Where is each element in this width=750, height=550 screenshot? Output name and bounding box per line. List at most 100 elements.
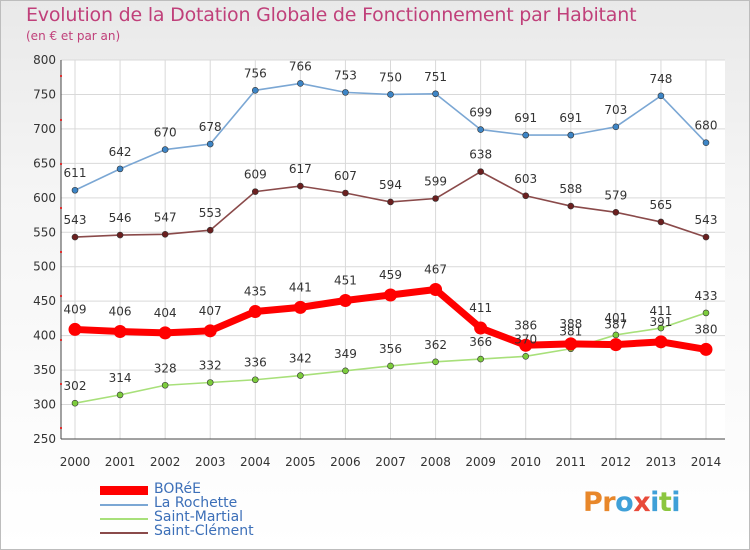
logo-letter: i bbox=[671, 487, 681, 518]
data-point bbox=[654, 335, 668, 349]
data-label: 565 bbox=[649, 198, 672, 212]
legend-swatch bbox=[100, 486, 148, 495]
data-point bbox=[338, 293, 352, 307]
y-tick-label: 500 bbox=[33, 260, 56, 274]
data-point bbox=[161, 231, 169, 238]
y-tick-label: 450 bbox=[33, 294, 56, 308]
data-point bbox=[432, 195, 439, 202]
data-point bbox=[161, 146, 169, 153]
data-label: 609 bbox=[244, 168, 267, 182]
data-label: 391 bbox=[649, 315, 672, 329]
data-label: 599 bbox=[424, 175, 447, 189]
data-point bbox=[293, 300, 307, 314]
y-tick-label: 700 bbox=[33, 122, 56, 136]
data-label: 703 bbox=[604, 103, 627, 117]
data-label: 766 bbox=[289, 59, 312, 73]
data-label: 617 bbox=[289, 162, 312, 176]
legend-swatch bbox=[100, 532, 148, 534]
data-point bbox=[71, 399, 79, 407]
y-tick-label: 800 bbox=[33, 53, 56, 67]
legend-label: BORéE bbox=[154, 481, 201, 497]
data-point bbox=[387, 91, 394, 98]
x-tick-label: 2008 bbox=[420, 455, 451, 469]
x-tick-label: 2014 bbox=[691, 455, 722, 469]
data-point bbox=[203, 324, 217, 338]
x-tick-label: 2013 bbox=[646, 455, 677, 469]
data-point bbox=[612, 123, 620, 131]
data-label: 407 bbox=[199, 304, 222, 318]
data-point bbox=[477, 355, 484, 363]
data-point bbox=[699, 342, 713, 356]
data-label: 435 bbox=[244, 285, 267, 299]
data-label: 349 bbox=[334, 347, 357, 361]
data-point bbox=[522, 192, 530, 200]
y-tick-label: 300 bbox=[33, 398, 56, 412]
data-label: 328 bbox=[154, 361, 177, 375]
data-point bbox=[429, 282, 443, 296]
data-point bbox=[477, 168, 484, 175]
chart-title: Evolution de la Dotation Globale de Fonc… bbox=[26, 4, 637, 26]
data-label: 362 bbox=[424, 338, 447, 352]
data-point bbox=[342, 367, 349, 375]
data-label: 751 bbox=[424, 70, 447, 84]
data-label: 441 bbox=[289, 280, 312, 294]
data-point bbox=[206, 379, 214, 386]
x-tick-label: 2004 bbox=[240, 455, 271, 469]
data-label: 691 bbox=[559, 111, 582, 125]
data-point bbox=[612, 208, 620, 216]
data-point bbox=[116, 391, 124, 399]
data-label: 336 bbox=[244, 356, 267, 370]
data-label: 553 bbox=[199, 206, 222, 220]
data-label: 401 bbox=[604, 311, 627, 325]
data-label: 678 bbox=[199, 120, 222, 134]
data-label: 332 bbox=[199, 358, 222, 372]
logo-letter: i bbox=[650, 487, 659, 518]
logo-letter: o bbox=[615, 487, 634, 518]
data-point bbox=[702, 233, 710, 241]
data-point bbox=[432, 90, 439, 98]
x-tick-label: 2006 bbox=[330, 455, 361, 469]
data-point bbox=[702, 139, 710, 146]
data-label: 451 bbox=[334, 273, 357, 287]
data-point bbox=[522, 131, 530, 139]
data-point bbox=[206, 226, 214, 234]
data-point bbox=[248, 305, 262, 319]
legend-label: Saint-Martial bbox=[154, 509, 244, 525]
data-label: 699 bbox=[469, 106, 492, 120]
y-tick-label: 400 bbox=[33, 329, 56, 343]
legend-label: Saint-Clément bbox=[154, 523, 254, 539]
data-label: 547 bbox=[154, 210, 177, 224]
data-point bbox=[564, 337, 578, 351]
x-tick-label: 2007 bbox=[375, 455, 406, 469]
data-point bbox=[387, 198, 394, 206]
data-point bbox=[68, 322, 82, 336]
x-tick-label: 2001 bbox=[105, 455, 136, 469]
legend-label: La Rochette bbox=[154, 495, 238, 511]
data-label: 546 bbox=[109, 211, 132, 225]
chart-subtitle: (en € et par an) bbox=[26, 29, 121, 43]
data-point bbox=[567, 131, 575, 139]
data-label: 381 bbox=[559, 325, 582, 339]
data-label: 638 bbox=[469, 148, 492, 162]
data-point bbox=[657, 92, 665, 100]
data-point bbox=[251, 188, 259, 195]
data-label: 691 bbox=[514, 111, 537, 125]
data-label: 748 bbox=[649, 72, 672, 86]
data-point bbox=[567, 202, 575, 210]
data-point bbox=[702, 309, 710, 317]
data-label: 380 bbox=[695, 322, 718, 336]
data-label: 603 bbox=[514, 172, 537, 186]
data-point bbox=[477, 126, 484, 133]
proxiti-logo: Proxiti bbox=[583, 487, 681, 518]
data-label: 411 bbox=[469, 301, 492, 315]
legend-swatch bbox=[100, 518, 148, 520]
logo-letter: t bbox=[658, 487, 672, 518]
x-tick-label: 2010 bbox=[510, 455, 541, 469]
data-point bbox=[474, 321, 488, 335]
data-point bbox=[432, 358, 439, 366]
x-tick-label: 2002 bbox=[150, 455, 181, 469]
data-label: 467 bbox=[424, 262, 447, 276]
data-label: 366 bbox=[469, 335, 492, 349]
x-tick-label: 2003 bbox=[195, 455, 226, 469]
